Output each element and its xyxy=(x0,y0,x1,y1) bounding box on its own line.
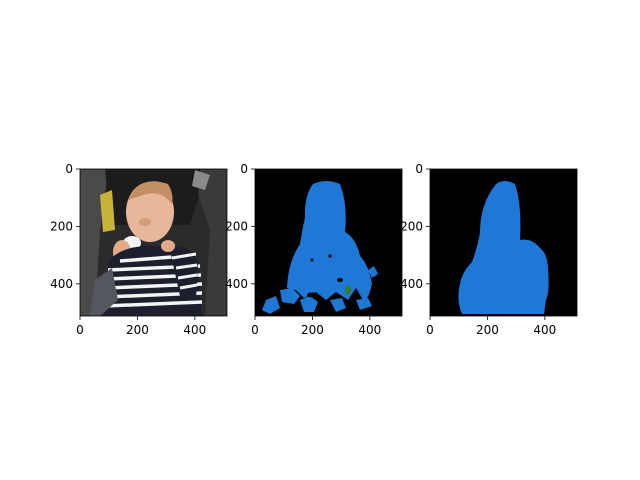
x-tick-label: 400 xyxy=(358,323,381,337)
x-tick-label: 0 xyxy=(76,323,84,337)
panel-predicted-mask xyxy=(254,168,403,317)
y-tick-label: 0 xyxy=(415,162,423,176)
panel-predicted-mask-frame xyxy=(254,168,403,317)
panel-ground-truth-mask-frame xyxy=(429,168,578,317)
ground-truth-mask-image xyxy=(430,169,577,316)
y-tick-label: 200 xyxy=(50,219,73,233)
y-tick-label: 0 xyxy=(65,162,73,176)
baby-photo-image xyxy=(80,169,227,316)
y-tick-label: 400 xyxy=(50,277,73,291)
panel-ground-truth-mask xyxy=(429,168,578,317)
y-tick-label: 200 xyxy=(400,219,423,233)
y-tick-label: 400 xyxy=(400,277,423,291)
x-tick-label: 0 xyxy=(426,323,434,337)
panel-photo xyxy=(79,168,228,317)
x-tick-label: 200 xyxy=(476,323,499,337)
predicted-mask-image xyxy=(255,169,402,316)
x-tick-label: 400 xyxy=(183,323,206,337)
x-tick-label: 400 xyxy=(533,323,556,337)
x-tick-label: 200 xyxy=(126,323,149,337)
y-tick-label: 0 xyxy=(240,162,248,176)
y-tick-label: 200 xyxy=(225,219,248,233)
panel-photo-frame xyxy=(79,168,228,317)
axes-layer: 0 200 400 0 200 400 0 200 400 0 200 400 0 200 400 0 200 4… xyxy=(50,162,556,337)
x-tick-label: 200 xyxy=(301,323,324,337)
x-tick-label: 0 xyxy=(251,323,259,337)
y-tick-label: 400 xyxy=(225,277,248,291)
